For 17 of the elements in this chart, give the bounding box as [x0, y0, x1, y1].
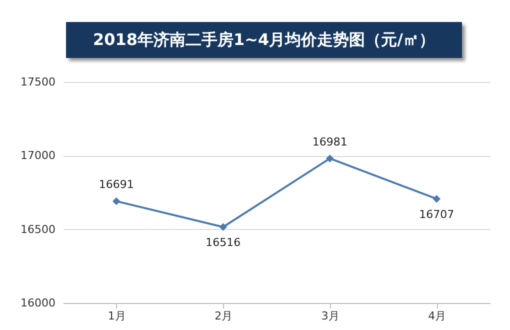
- point: [432, 194, 440, 203]
- y-tick-label: 17500: [20, 76, 56, 88]
- data-label: 16691: [98, 178, 134, 192]
- y-tick-label: 16000: [20, 296, 56, 310]
- x-tick-label: 3月: [321, 310, 340, 322]
- x-tick-label: 2月: [214, 310, 233, 322]
- point: [219, 223, 227, 231]
- y-tick-label: 17000: [20, 149, 56, 162]
- point: [112, 197, 120, 206]
- data-label: 16516: [206, 236, 241, 249]
- x-tick-label: 1月: [108, 310, 126, 322]
- chart-title: 2018年济南二手房1~4月均价走势图（元/㎡）: [66, 22, 462, 58]
- data-label: 16981: [312, 135, 348, 148]
- data-label: 16707: [419, 208, 454, 221]
- x-tick-label: 4月: [428, 310, 446, 322]
- point: [326, 154, 334, 162]
- y-tick-label: 16500: [20, 222, 56, 236]
